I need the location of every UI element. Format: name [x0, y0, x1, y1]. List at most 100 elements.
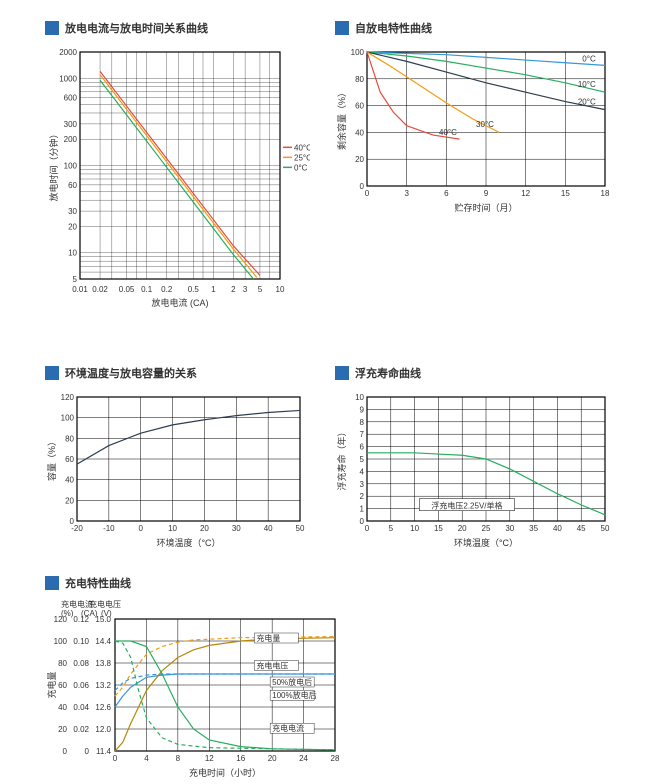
svg-text:12.6: 12.6	[95, 703, 111, 712]
svg-text:100: 100	[54, 637, 68, 646]
svg-text:13.8: 13.8	[95, 659, 111, 668]
svg-text:环境温度（°C）: 环境温度（°C）	[156, 537, 220, 548]
chart4: 浮充寿命曲线 05101520253035404550012345678910环…	[335, 365, 615, 554]
svg-text:1: 1	[360, 505, 365, 514]
svg-text:浮充寿命（年）: 浮充寿命（年）	[336, 427, 347, 490]
svg-text:0.2: 0.2	[161, 285, 173, 294]
svg-text:16: 16	[236, 754, 245, 763]
svg-text:0.05: 0.05	[119, 285, 135, 294]
svg-text:剩余容量（%）: 剩余容量（%）	[336, 88, 347, 150]
svg-text:50: 50	[601, 524, 610, 533]
chart2: 自放电特性曲线 0369121518020406080100贮存时间（月）剩余容…	[335, 20, 615, 219]
svg-text:10: 10	[276, 285, 285, 294]
svg-text:3: 3	[360, 480, 365, 489]
svg-text:10: 10	[410, 524, 419, 533]
svg-text:环境温度（°C）: 环境温度（°C）	[454, 537, 518, 548]
chart1-title-text: 放电电流与放电时间关系曲线	[65, 20, 208, 36]
chart4-title: 浮充寿命曲线	[335, 365, 615, 381]
svg-text:0.06: 0.06	[73, 681, 89, 690]
title-square-icon	[335, 21, 349, 35]
svg-text:30: 30	[68, 207, 77, 216]
chart1: 放电电流与放电时间关系曲线 0.010.020.050.10.20.512351…	[45, 20, 310, 319]
svg-text:4: 4	[144, 754, 149, 763]
svg-text:浮充电压2.25V/单格: 浮充电压2.25V/单格	[431, 501, 502, 511]
svg-text:13.2: 13.2	[95, 681, 111, 690]
svg-text:8: 8	[176, 754, 181, 763]
svg-text:4: 4	[360, 467, 365, 476]
svg-text:充电电流: 充电电流	[272, 723, 304, 733]
svg-text:(CA): (CA)	[81, 609, 98, 618]
svg-text:5: 5	[389, 524, 394, 533]
chart3-title: 环境温度与放电容量的关系	[45, 365, 310, 381]
svg-text:0.10: 0.10	[73, 637, 89, 646]
svg-text:20: 20	[68, 222, 77, 231]
svg-text:100%放电后: 100%放电后	[272, 690, 316, 700]
svg-text:0.02: 0.02	[73, 725, 89, 734]
svg-text:0: 0	[113, 754, 118, 763]
svg-text:2000: 2000	[59, 48, 77, 57]
svg-text:9: 9	[484, 189, 489, 198]
svg-text:20: 20	[355, 155, 364, 164]
svg-text:放电时间（分钟）: 放电时间（分钟）	[48, 129, 59, 201]
svg-text:0: 0	[138, 524, 143, 533]
svg-text:60: 60	[355, 102, 364, 111]
svg-text:25: 25	[482, 524, 491, 533]
svg-text:80: 80	[355, 75, 364, 84]
chart1-title: 放电电流与放电时间关系曲线	[45, 20, 310, 36]
chart5: 充电特性曲线 04812162024280011.4200.0212.0400.…	[45, 575, 345, 784]
svg-text:5: 5	[73, 275, 78, 284]
svg-text:0.08: 0.08	[73, 659, 89, 668]
svg-text:0: 0	[360, 517, 365, 526]
svg-text:60: 60	[68, 181, 77, 190]
svg-text:15: 15	[434, 524, 443, 533]
svg-text:12: 12	[521, 189, 530, 198]
svg-text:充电电压: 充电电压	[89, 599, 121, 609]
svg-text:10: 10	[68, 249, 77, 258]
svg-text:45: 45	[577, 524, 586, 533]
svg-text:40: 40	[264, 524, 273, 533]
svg-text:充电量: 充电量	[256, 633, 280, 643]
chart3-title-text: 环境温度与放电容量的关系	[65, 365, 197, 381]
svg-text:35: 35	[529, 524, 538, 533]
svg-text:12: 12	[205, 754, 214, 763]
svg-text:贮存时间（月）: 贮存时间（月）	[454, 202, 517, 213]
svg-text:放电电流 (CA): 放电电流 (CA)	[152, 297, 209, 308]
svg-text:40: 40	[355, 128, 364, 137]
svg-text:100: 100	[351, 48, 365, 57]
svg-text:(%): (%)	[61, 609, 74, 618]
title-square-icon	[335, 366, 349, 380]
svg-text:6: 6	[444, 189, 449, 198]
chart3: 环境温度与放电容量的关系 -20-10010203040500204060801…	[45, 365, 310, 554]
svg-text:5: 5	[258, 285, 263, 294]
svg-text:120: 120	[61, 393, 75, 402]
svg-text:40°C: 40°C	[439, 128, 457, 137]
svg-text:28: 28	[331, 754, 340, 763]
chart1-svg: 0.010.020.050.10.20.51235105102030601002…	[45, 44, 310, 314]
svg-text:40: 40	[65, 476, 74, 485]
svg-text:24: 24	[299, 754, 308, 763]
svg-text:10°C: 10°C	[578, 80, 596, 89]
svg-text:30: 30	[232, 524, 241, 533]
title-square-icon	[45, 576, 59, 590]
svg-text:充电量: 充电量	[46, 671, 57, 698]
chart2-svg: 0369121518020406080100贮存时间（月）剩余容量（%）0°C1…	[335, 44, 615, 214]
svg-text:40: 40	[58, 703, 67, 712]
svg-text:20: 20	[268, 754, 277, 763]
svg-text:0.04: 0.04	[73, 703, 89, 712]
svg-text:50: 50	[296, 524, 305, 533]
svg-text:20°C: 20°C	[578, 97, 596, 106]
svg-text:0: 0	[70, 517, 75, 526]
svg-text:80: 80	[65, 434, 74, 443]
chart4-svg: 05101520253035404550012345678910环境温度（°C）…	[335, 389, 615, 549]
svg-text:1: 1	[211, 285, 216, 294]
svg-text:40: 40	[553, 524, 562, 533]
chart5-title-text: 充电特性曲线	[65, 575, 131, 591]
svg-text:100: 100	[61, 414, 75, 423]
svg-text:8: 8	[360, 418, 365, 427]
svg-text:25°C: 25°C	[294, 153, 310, 162]
chart2-title: 自放电特性曲线	[335, 20, 615, 36]
svg-text:12.0: 12.0	[95, 725, 111, 734]
svg-text:100: 100	[64, 162, 78, 171]
svg-text:2: 2	[360, 492, 365, 501]
svg-text:60: 60	[65, 455, 74, 464]
